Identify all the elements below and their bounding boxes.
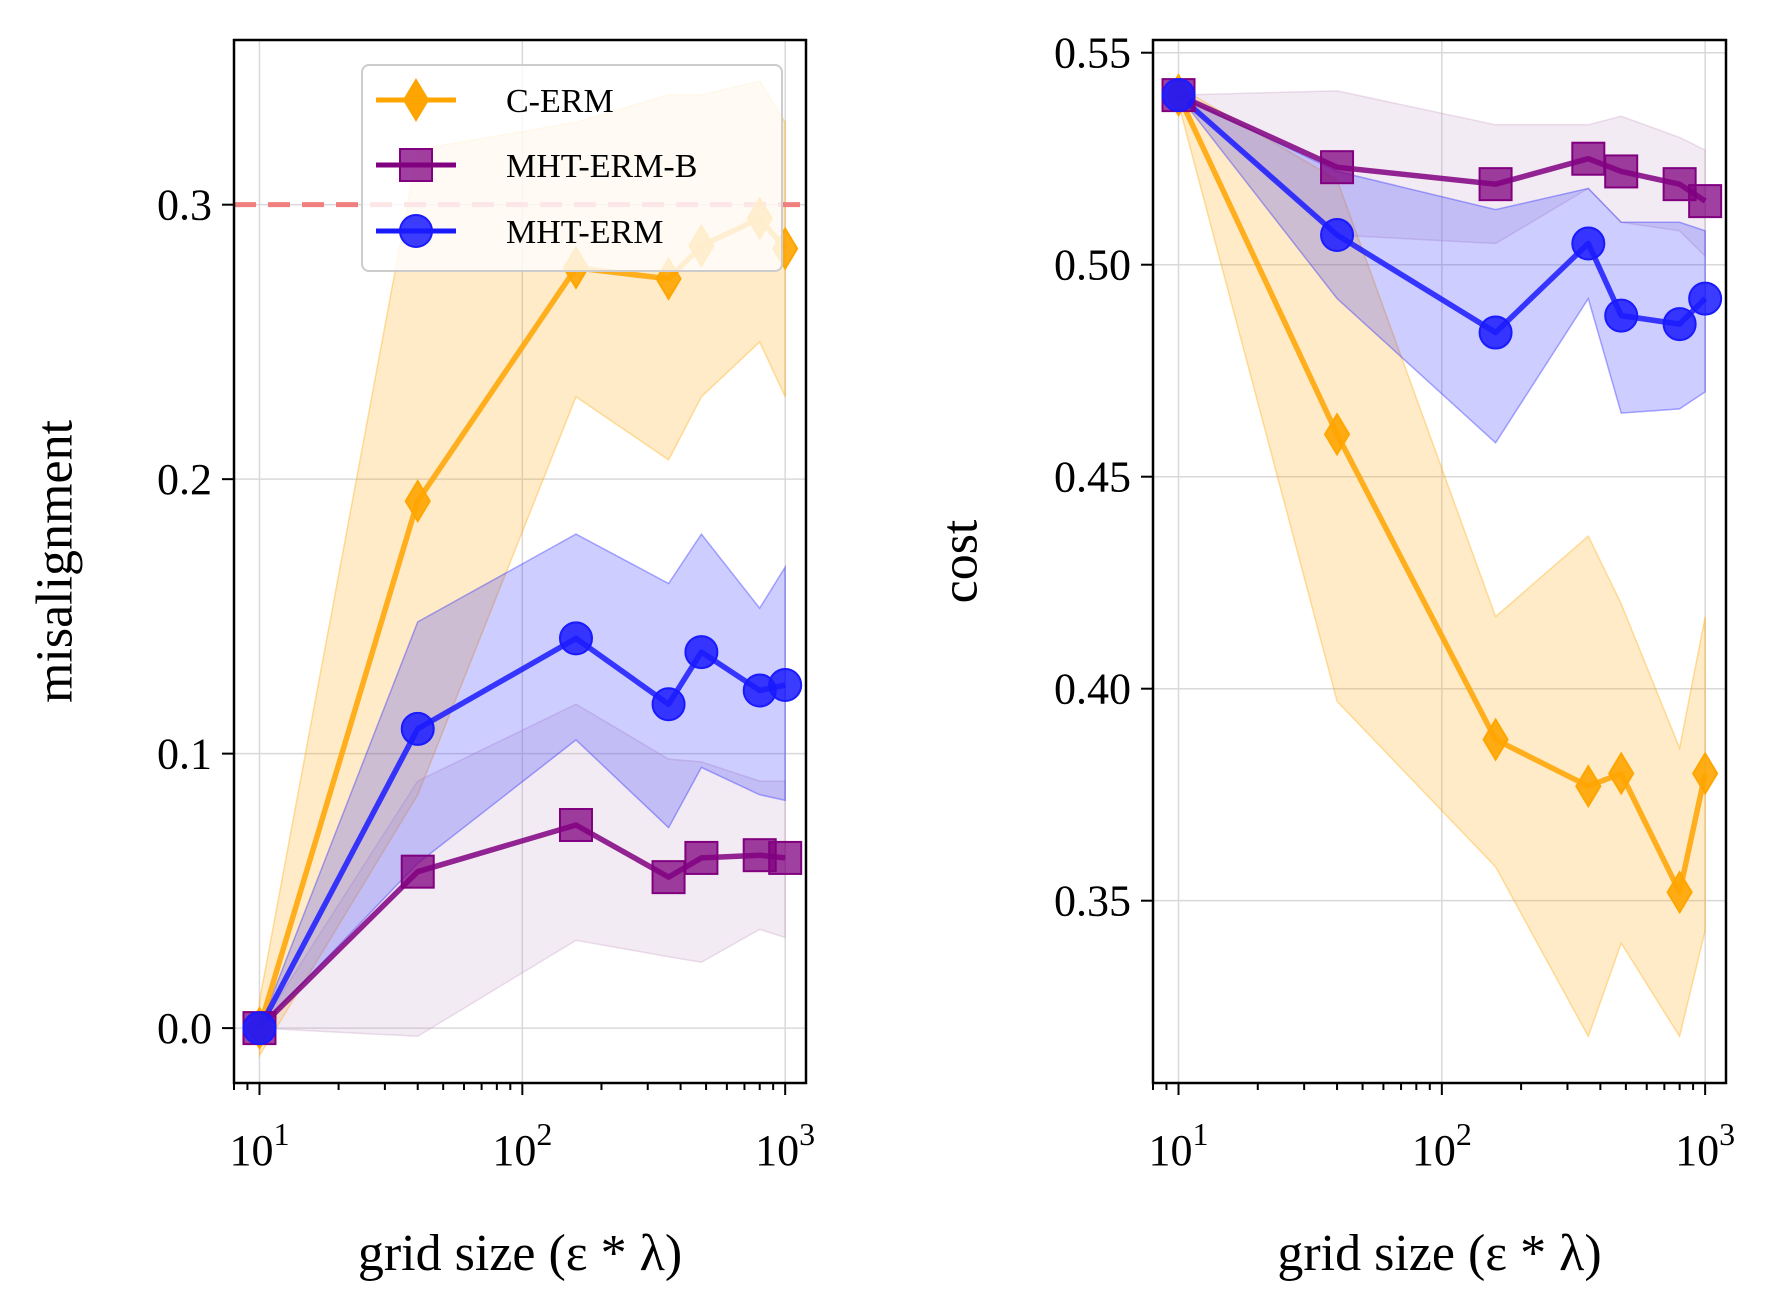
left-y-tick-label: 0.0 xyxy=(157,1004,212,1053)
panel-right: 101 102 103 0.35 0.40 0.45 0.50 0.55 grid size … xyxy=(932,29,1736,1282)
left-y-tick-label: 0.2 xyxy=(157,455,212,504)
right-y-tick-label: 0.35 xyxy=(1054,877,1131,926)
right-point-mht-erm xyxy=(1571,226,1606,261)
left-y-tick-label: 0.1 xyxy=(157,730,212,779)
left-point-c-erm xyxy=(404,479,431,524)
left-point-mht-erm xyxy=(651,687,686,722)
right-x-tick-label: 103 xyxy=(1675,1116,1735,1175)
legend: C-ERM MHT-ERM-B MHT-ERM xyxy=(361,64,783,272)
left-x-tick-label: 102 xyxy=(492,1116,552,1175)
left-point-mht-erm xyxy=(400,711,435,746)
right-y-tick-label: 0.45 xyxy=(1054,453,1131,502)
right-point-mht-erm xyxy=(1662,307,1697,342)
legend-label-c-erm: C-ERM xyxy=(506,83,614,120)
left-point-mht-erm-b xyxy=(684,840,719,875)
diamond-marker-icon xyxy=(402,78,430,122)
right-point-mht-erm xyxy=(1688,281,1723,316)
left-point-mht-erm xyxy=(768,668,803,703)
legend-box xyxy=(361,64,783,272)
right-point-mht-erm xyxy=(1320,218,1355,253)
left-x-tick-label: 101 xyxy=(229,1116,289,1175)
left-point-mht-erm xyxy=(242,1011,277,1046)
right-x-tick-label: 102 xyxy=(1412,1116,1472,1175)
right-point-c-erm xyxy=(1482,717,1509,762)
legend-label-mht-erm-b: MHT-ERM-B xyxy=(506,148,697,185)
right-y-axis-label: cost xyxy=(932,519,989,603)
left-point-mht-erm xyxy=(558,621,593,656)
right-band-c-erm xyxy=(1177,85,1706,1039)
left-y-tick-label: 0.3 xyxy=(157,181,212,230)
right-point-mht-erm-b xyxy=(1604,154,1639,189)
right-point-mht-erm xyxy=(1604,298,1639,333)
right-y-tick-label: 0.40 xyxy=(1054,665,1131,714)
left-point-mht-erm-b xyxy=(651,860,686,895)
left-point-mht-erm-b xyxy=(400,854,435,889)
legend-entry-mht-erm: MHT-ERM xyxy=(376,214,663,251)
left-axes-frame xyxy=(232,38,808,1085)
left-point-mht-erm xyxy=(684,635,719,670)
right-point-mht-erm-b xyxy=(1320,150,1355,185)
right-point-mht-erm-b xyxy=(1571,141,1606,176)
left-y-axis-label: misalignment xyxy=(27,419,84,703)
right-y-tick-label: 0.55 xyxy=(1054,29,1131,78)
right-point-mht-erm xyxy=(1478,315,1513,350)
square-marker-icon xyxy=(399,148,433,182)
left-point-mht-erm-b xyxy=(558,807,593,842)
right-point-mht-erm xyxy=(1161,78,1196,113)
legend-label-mht-erm: MHT-ERM xyxy=(506,214,663,251)
right-point-c-erm xyxy=(1323,412,1351,457)
right-point-mht-erm-b xyxy=(1478,167,1513,202)
right-point-c-erm xyxy=(1575,764,1602,809)
legend-entry-c-erm: C-ERM xyxy=(376,78,614,122)
right-point-c-erm xyxy=(1608,751,1635,796)
left-x-axis-label: grid size (ε * λ) xyxy=(358,1225,682,1282)
right-y-tick-label: 0.50 xyxy=(1054,241,1131,290)
circle-marker-icon xyxy=(399,214,433,248)
left-x-tick-label: 103 xyxy=(755,1116,815,1175)
right-point-c-erm xyxy=(1666,870,1693,915)
right-point-mht-erm-b xyxy=(1688,184,1723,219)
legend-entry-mht-erm-b: MHT-ERM-B xyxy=(376,148,697,185)
right-x-axis-label: grid size (ε * λ) xyxy=(1277,1225,1601,1282)
right-point-c-erm xyxy=(1691,751,1719,796)
left-point-mht-erm-b xyxy=(768,840,803,875)
right-axes-frame xyxy=(1151,38,1728,1085)
right-x-tick-label: 101 xyxy=(1149,1116,1209,1175)
